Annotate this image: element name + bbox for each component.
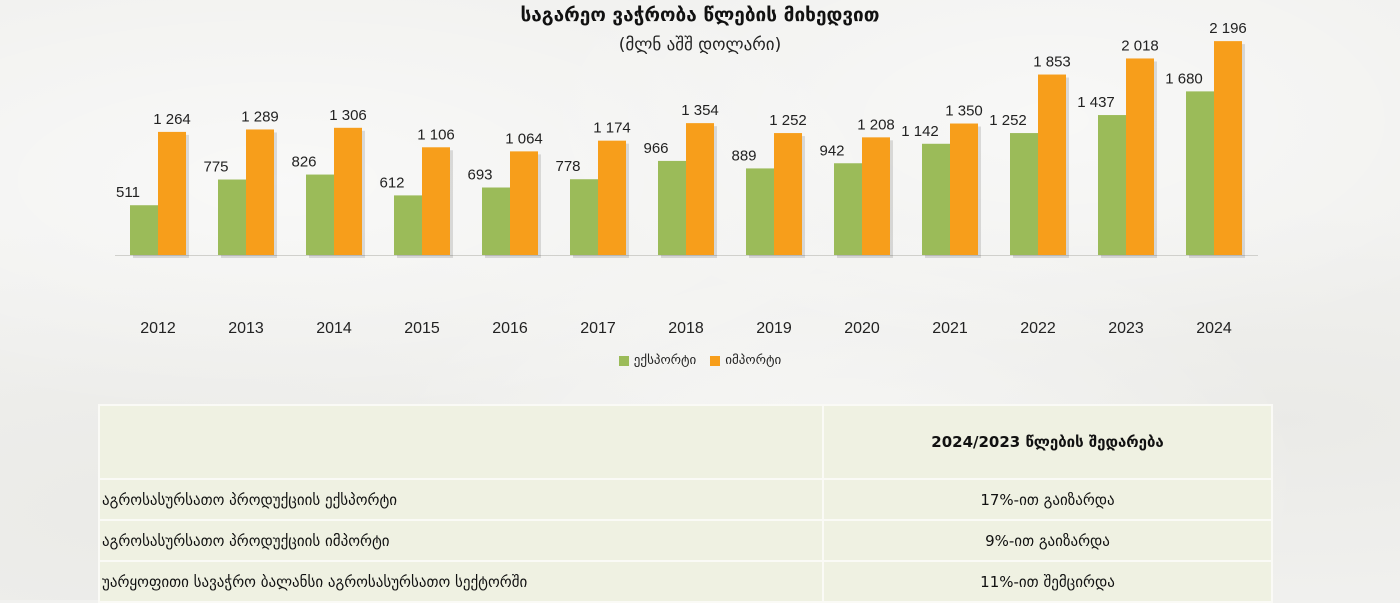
data-label-import: 2 196 <box>1209 20 1247 37</box>
legend-item-import: იმპორტი <box>710 353 781 368</box>
x-tick-label: 2024 <box>1196 320 1232 337</box>
bar-import <box>334 127 362 255</box>
x-tick-label: 2013 <box>228 320 264 337</box>
data-label-export: 693 <box>467 167 492 184</box>
data-label-import: 1 289 <box>241 108 279 125</box>
data-label-export: 1 252 <box>989 112 1027 129</box>
data-label-import: 1 174 <box>593 120 631 137</box>
table-row: აგროსასურსათო პროდუქციის იმპორტი 9%-ით გ… <box>98 519 1273 562</box>
data-label-import: 2 018 <box>1121 37 1159 54</box>
x-tick-label: 2021 <box>932 320 968 337</box>
bar-export <box>306 174 334 255</box>
bar-export <box>130 205 158 255</box>
bar-import <box>598 140 626 255</box>
x-tick-label: 2016 <box>492 320 528 337</box>
bar-export <box>834 163 862 255</box>
bar-import <box>1038 74 1066 256</box>
chart-title: საგარეო ვაჭრობა წლების მიხედვით <box>520 4 880 26</box>
bar-import <box>1126 58 1154 255</box>
data-label-export: 612 <box>379 174 404 191</box>
bar-export <box>658 160 686 255</box>
legend-swatch-export <box>618 355 629 366</box>
data-label-import: 1 354 <box>681 102 719 119</box>
legend-item-export: ექსპორტი <box>618 353 697 368</box>
x-tick-label: 2023 <box>1108 320 1144 337</box>
data-label-export: 826 <box>291 154 316 171</box>
table-row: უარყოფითი სავაჭრო ბალანსი აგროსასურსათო … <box>98 560 1273 603</box>
table-header-empty-cell <box>98 404 824 480</box>
bar-import <box>1214 41 1242 256</box>
chart-subtitle: (მლნ აშშ დოლარი) <box>618 35 782 55</box>
data-label-import: 1 264 <box>153 111 191 128</box>
bar-export <box>218 179 246 255</box>
x-tick-label: 2019 <box>756 320 792 337</box>
data-label-export: 1 680 <box>1165 70 1203 87</box>
x-tick-label: 2015 <box>404 320 440 337</box>
x-tick-label: 2020 <box>844 320 880 337</box>
bar-import <box>246 129 274 255</box>
bar-export <box>1098 115 1126 255</box>
bar-import <box>422 147 450 255</box>
data-label-import: 1 252 <box>769 112 807 129</box>
data-label-export: 775 <box>203 159 228 176</box>
data-label-import: 1 350 <box>945 103 983 120</box>
bar-import <box>862 137 890 255</box>
bar-import <box>510 151 538 255</box>
x-tick-label: 2012 <box>140 320 176 337</box>
bar-import <box>686 123 714 255</box>
data-label-export: 1 437 <box>1077 94 1115 111</box>
table-header-row: 2024/2023 წლების შედარება <box>98 404 1273 480</box>
bar-export <box>394 195 422 255</box>
table-header-cell: 2024/2023 წლების შედარება <box>822 404 1273 480</box>
bar-chart: 511 1 264 2012 775 1 289 2013 826 1 306 2014 612 1… <box>115 20 1258 337</box>
bar-import <box>950 123 978 256</box>
x-tick-label: 2018 <box>668 320 704 337</box>
comparison-table: 2024/2023 წლების შედარება აგროსასურსათო … <box>98 404 1273 603</box>
data-label-export: 889 <box>731 147 756 164</box>
bar-export <box>922 143 950 255</box>
x-tick-label: 2017 <box>580 320 616 337</box>
data-label-import: 1 853 <box>1033 54 1071 71</box>
bar-export <box>570 179 598 255</box>
legend-swatch-import <box>710 355 721 366</box>
table-row-label: აგროსასურსათო პროდუქციის იმპორტი <box>98 519 824 562</box>
x-tick-label: 2022 <box>1020 320 1056 337</box>
data-label-export: 511 <box>116 184 140 201</box>
table-row-label: უარყოფითი სავაჭრო ბალანსი აგროსასურსათო … <box>98 560 824 603</box>
bar-import <box>774 133 802 255</box>
table-row-value: 11%-ით შემცირდა <box>822 560 1273 603</box>
data-label-import: 1 064 <box>505 130 543 147</box>
data-label-export: 1 142 <box>901 123 939 140</box>
bar-export <box>1186 91 1214 256</box>
table-row-value: 17%-ით გაიზარდა <box>822 478 1273 521</box>
x-tick-label: 2014 <box>316 320 352 337</box>
data-label-import: 1 106 <box>417 126 455 143</box>
chart-legend: ექსპორტი იმპორტი <box>0 353 1400 368</box>
legend-label-export: ექსპორტი <box>633 353 697 368</box>
bar-import <box>158 131 186 255</box>
table-row: აგროსასურსათო პროდუქციის ექსპორტი 17%-ით… <box>98 478 1273 521</box>
table-row-label: აგროსასურსათო პროდუქციის ექსპორტი <box>98 478 824 521</box>
data-label-import: 1 208 <box>857 116 895 133</box>
bar-export <box>746 168 774 255</box>
table-row-value: 9%-ით გაიზარდა <box>822 519 1273 562</box>
data-label-export: 778 <box>555 158 580 175</box>
data-label-export: 942 <box>819 142 844 159</box>
data-label-import: 1 306 <box>329 107 367 124</box>
bar-export <box>1010 133 1038 255</box>
legend-label-import: იმპორტი <box>725 353 782 368</box>
data-label-export: 966 <box>643 140 668 157</box>
bar-export <box>482 187 510 255</box>
